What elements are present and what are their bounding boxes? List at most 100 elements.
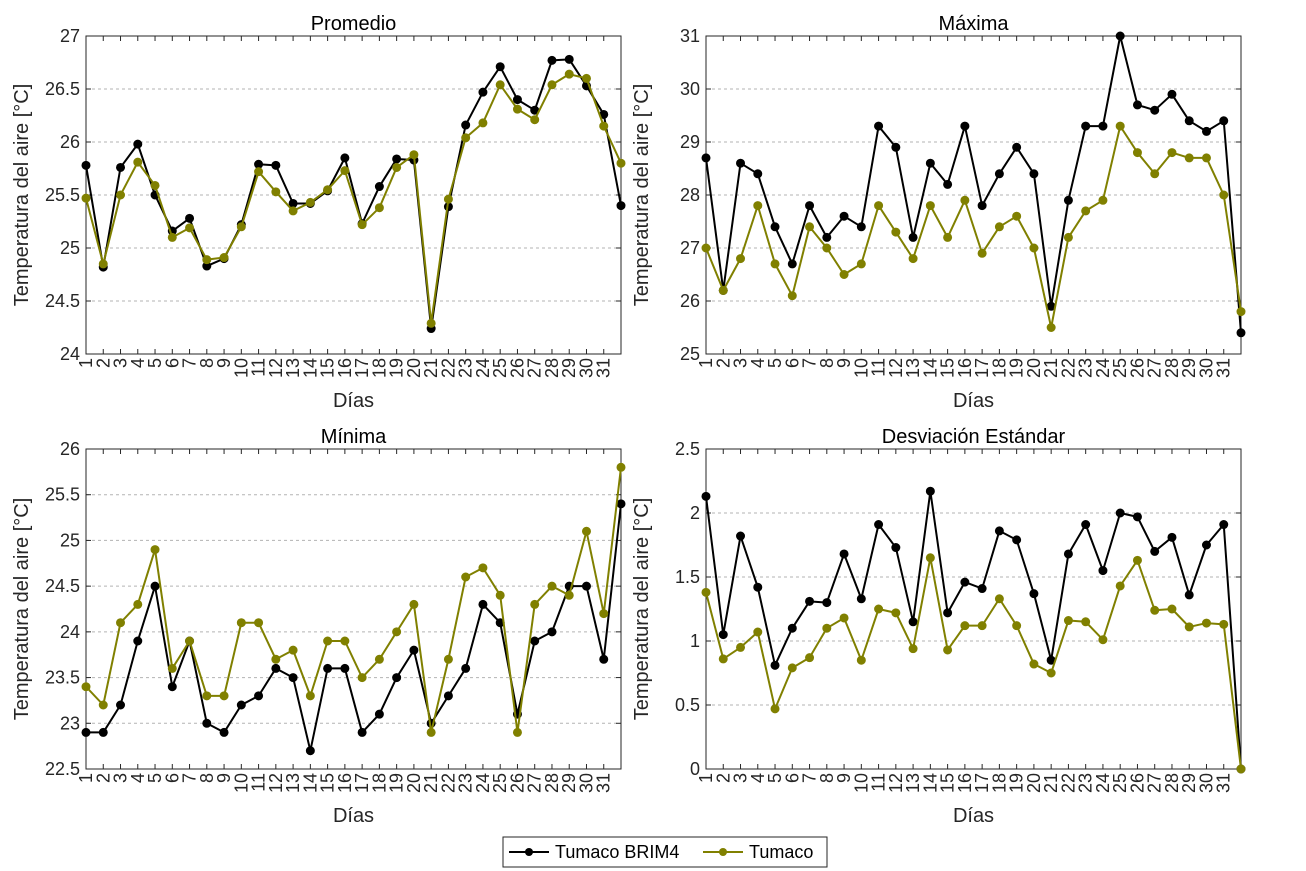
x-tick-label: 4 bbox=[128, 358, 148, 368]
y-tick-label: 26 bbox=[60, 439, 80, 459]
x-tick-label: 21 bbox=[421, 773, 441, 793]
x-tick-label: 8 bbox=[817, 358, 837, 368]
legend: Tumaco BRIM4 Tumaco bbox=[502, 836, 828, 868]
data-point bbox=[874, 520, 884, 530]
data-point bbox=[323, 185, 333, 195]
data-point bbox=[770, 222, 780, 232]
data-point bbox=[305, 197, 315, 207]
data-point bbox=[977, 621, 987, 631]
data-point bbox=[908, 617, 918, 627]
data-point bbox=[202, 255, 212, 265]
y-tick-label: 26 bbox=[680, 291, 700, 311]
x-tick-label: 31 bbox=[594, 773, 614, 793]
x-tick-label: 16 bbox=[335, 773, 355, 793]
x-tick-label: 23 bbox=[1076, 773, 1096, 793]
data-point bbox=[1029, 169, 1039, 179]
x-tick-label: 26 bbox=[507, 358, 527, 378]
x-tick-label: 18 bbox=[369, 358, 389, 378]
y-tick-label: 24 bbox=[60, 622, 80, 642]
x-tick-label: 22 bbox=[1058, 358, 1078, 378]
data-point bbox=[254, 167, 264, 177]
chart-title: Promedio bbox=[311, 13, 397, 35]
data-point bbox=[116, 190, 126, 200]
data-point bbox=[443, 654, 453, 664]
data-point bbox=[1115, 581, 1125, 591]
data-point bbox=[701, 587, 711, 597]
x-tick-label: 31 bbox=[1214, 773, 1234, 793]
data-point bbox=[288, 645, 298, 655]
data-point bbox=[116, 700, 126, 710]
data-point bbox=[409, 150, 419, 160]
data-point bbox=[960, 621, 970, 631]
data-point bbox=[1115, 508, 1125, 518]
x-tick-label: 20 bbox=[404, 358, 424, 378]
x-tick-label: 10 bbox=[231, 358, 251, 378]
data-point bbox=[822, 623, 832, 633]
data-point bbox=[701, 491, 711, 501]
x-tick-label: 29 bbox=[559, 358, 579, 378]
data-point bbox=[960, 121, 970, 131]
data-point bbox=[736, 642, 746, 652]
x-tick-label: 2 bbox=[93, 358, 113, 368]
data-point bbox=[925, 158, 935, 168]
x-tick-label: 3 bbox=[111, 773, 131, 783]
data-point bbox=[599, 654, 609, 664]
x-tick-label: 27 bbox=[525, 358, 545, 378]
data-point bbox=[581, 581, 591, 591]
data-point bbox=[1063, 616, 1073, 626]
data-point bbox=[753, 169, 763, 179]
x-tick-label: 9 bbox=[834, 358, 854, 368]
data-point bbox=[770, 704, 780, 714]
data-point bbox=[753, 627, 763, 637]
data-point bbox=[1236, 307, 1246, 317]
data-point bbox=[1098, 635, 1108, 645]
data-point bbox=[547, 80, 557, 90]
data-point bbox=[822, 598, 832, 608]
data-point bbox=[994, 169, 1004, 179]
x-tick-label: 15 bbox=[318, 773, 338, 793]
x-tick-label: 23 bbox=[456, 358, 476, 378]
data-point bbox=[943, 645, 953, 655]
data-point bbox=[787, 623, 797, 633]
x-tick-label: 6 bbox=[162, 773, 182, 783]
legend-box bbox=[502, 836, 828, 868]
data-point bbox=[1115, 31, 1125, 41]
y-tick-label: 23.5 bbox=[45, 668, 80, 688]
data-point bbox=[616, 462, 626, 472]
data-point bbox=[443, 194, 453, 204]
chart-title: Mínima bbox=[321, 426, 387, 448]
x-tick-label: 7 bbox=[180, 773, 200, 783]
data-point bbox=[1201, 153, 1211, 163]
x-tick-label: 13 bbox=[903, 773, 923, 793]
data-point bbox=[839, 270, 849, 279]
x-tick-label: 20 bbox=[404, 773, 424, 793]
y-tick-label: 26 bbox=[60, 132, 80, 152]
data-point bbox=[1012, 535, 1022, 545]
x-tick-label: 6 bbox=[162, 358, 182, 368]
x-tick-label: 29 bbox=[559, 773, 579, 793]
x-tick-label: 25 bbox=[490, 773, 510, 793]
data-point bbox=[547, 581, 557, 591]
x-tick-label: 2 bbox=[713, 773, 733, 783]
data-point bbox=[478, 599, 488, 609]
x-tick-label: 15 bbox=[938, 358, 958, 378]
x-tick-label: 28 bbox=[1162, 358, 1182, 378]
chart-panel-4: 00.511.522.51234567891011121314151617181… bbox=[631, 426, 1246, 827]
data-point bbox=[1201, 126, 1211, 136]
data-point bbox=[461, 133, 471, 143]
data-point bbox=[599, 121, 609, 131]
data-point bbox=[185, 213, 195, 223]
data-point bbox=[1167, 532, 1177, 542]
data-point bbox=[1029, 243, 1039, 253]
chart-title: Máxima bbox=[938, 13, 1009, 35]
data-point bbox=[340, 153, 350, 163]
y-tick-label: 0.5 bbox=[675, 695, 700, 715]
data-point bbox=[202, 691, 212, 701]
data-point bbox=[357, 220, 367, 230]
x-tick-label: 20 bbox=[1024, 773, 1044, 793]
data-point bbox=[770, 259, 780, 269]
data-point bbox=[960, 195, 970, 205]
data-point bbox=[461, 120, 471, 130]
x-tick-label: 17 bbox=[352, 773, 372, 793]
data-point bbox=[547, 627, 557, 637]
